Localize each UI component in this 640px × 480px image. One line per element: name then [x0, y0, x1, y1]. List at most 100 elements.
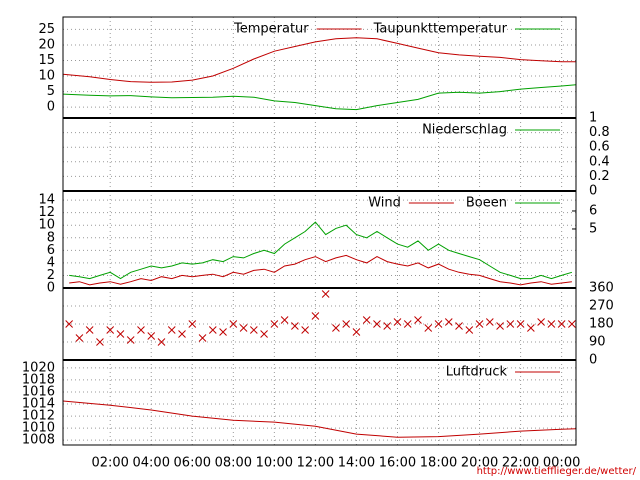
data-point: [106, 326, 115, 334]
x-tick-label: 12:00: [297, 456, 334, 471]
x-tick-label: 02:00: [91, 456, 128, 471]
y-tick-label: 15: [38, 53, 55, 68]
data-point: [126, 336, 135, 344]
y-tick-label: 25: [38, 22, 55, 37]
data-line: [62, 37, 576, 83]
x-tick-label: 08:00: [215, 456, 252, 471]
y-tick-label: 6: [47, 243, 55, 258]
data-point: [434, 320, 443, 328]
data-point: [219, 328, 227, 336]
data-point: [393, 318, 402, 326]
data-point: [444, 318, 453, 326]
x-tick-label: 00:00: [543, 456, 580, 471]
y-tick-label: 1010: [22, 421, 55, 436]
data-point: [383, 322, 392, 330]
y-tick-label: 0.6: [589, 140, 610, 155]
y-tick-label: 8: [47, 230, 55, 245]
data-point: [485, 318, 494, 326]
data-point: [270, 320, 279, 328]
data-point: [547, 320, 556, 328]
data-point: [496, 322, 504, 330]
x-tick-label: 04:00: [133, 456, 170, 471]
y-tick-label: 0: [47, 100, 55, 115]
y-tick-label: 1014: [22, 397, 55, 412]
data-point: [157, 338, 166, 346]
data-point: [414, 316, 422, 324]
y-tick-label: 90: [589, 335, 606, 350]
x-tick-label: 06:00: [174, 456, 211, 471]
y-tick-label: 10: [38, 69, 55, 84]
data-point: [65, 320, 74, 328]
data-point: [137, 326, 145, 334]
data-point: [455, 322, 463, 330]
data-point: [537, 318, 545, 326]
legend-label: Niederschlag: [422, 123, 507, 138]
legend-label: Taupunkttemperatur: [373, 22, 508, 37]
y-tick-label: 1020: [22, 360, 55, 375]
data-point: [147, 332, 156, 340]
data-line: [69, 221, 573, 280]
y-tick-label: 12: [38, 205, 55, 220]
y-tick-label: 1016: [22, 384, 55, 399]
y-tick-label: 1012: [22, 409, 55, 424]
data-point: [568, 320, 576, 328]
data-point: [362, 316, 371, 324]
data-point: [188, 320, 197, 328]
data-point: [116, 330, 125, 338]
data-point: [557, 320, 566, 328]
y-tick-label: 1: [589, 111, 597, 126]
x-tick-label: 10:00: [256, 456, 293, 471]
y2-tick-label: 6: [589, 203, 597, 218]
y-tick-label: 0: [47, 281, 55, 296]
y-tick-label: 0.8: [589, 125, 610, 140]
x-tick-label: 22:00: [502, 456, 539, 471]
data-point: [249, 326, 258, 334]
y-tick-label: 0.2: [589, 169, 610, 184]
legend-label: Wind: [368, 196, 401, 211]
x-tick-label: 20:00: [461, 456, 498, 471]
data-point: [198, 334, 207, 342]
data-point: [301, 326, 309, 334]
data-point: [516, 320, 525, 328]
y-tick-label: 0.4: [589, 154, 610, 169]
data-point: [373, 320, 381, 328]
data-point: [352, 328, 361, 336]
y-tick-label: 180: [589, 317, 614, 332]
y2-tick-label: 5: [589, 221, 597, 236]
legend-label: Luftdruck: [446, 365, 508, 380]
x-tick-label: 14:00: [338, 456, 375, 471]
y-tick-label: 2: [47, 268, 55, 283]
y-tick-label: 360: [589, 281, 614, 296]
y-tick-label: 20: [38, 37, 55, 52]
data-point: [424, 324, 433, 332]
x-tick-label: 16:00: [379, 456, 416, 471]
y-tick-label: 270: [589, 299, 614, 314]
y-tick-label: 10: [38, 218, 55, 233]
data-point: [260, 330, 268, 338]
data-point: [96, 338, 104, 346]
data-point: [342, 320, 351, 328]
data-point: [208, 326, 217, 334]
data-point: [178, 330, 186, 338]
data-point: [403, 320, 412, 328]
data-point: [465, 326, 474, 334]
y-tick-label: 14: [38, 193, 55, 208]
data-line: [62, 84, 577, 111]
y-tick-label: 4: [47, 255, 55, 270]
legend-label: Temperatur: [233, 22, 309, 37]
y-tick-label: 1018: [22, 372, 55, 387]
data-point: [311, 312, 320, 320]
data-point: [475, 320, 484, 328]
data-point: [527, 324, 535, 332]
data-point: [332, 324, 340, 332]
data-point: [75, 334, 84, 342]
data-point: [229, 320, 238, 328]
y-tick-label: 0: [589, 184, 597, 199]
legend-label: Boeen: [466, 196, 507, 211]
data-line: [62, 400, 577, 438]
data-point: [239, 324, 248, 332]
x-tick-label: 18:00: [420, 456, 457, 471]
data-line: [69, 254, 572, 286]
data-point: [167, 326, 176, 334]
